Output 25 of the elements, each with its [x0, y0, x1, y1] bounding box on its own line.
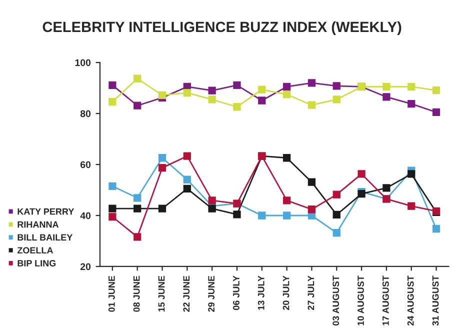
x-tick-label: 06 JULY	[233, 276, 240, 310]
y-tick-label: 80	[80, 110, 91, 118]
x-tick-label: 20 JULY	[282, 276, 290, 310]
y-tick-label: 60	[80, 161, 91, 168]
y-tick-label: 20	[80, 263, 91, 270]
legend-label: BIP LING	[18, 260, 56, 266]
x-tick-label: 24 AUGUST	[407, 276, 414, 326]
x-tick-label: 29 JUNE	[208, 276, 214, 312]
x-tick-label: 17 AUGUST	[382, 276, 389, 326]
x-tick-label: 31 AUGUST	[432, 276, 439, 326]
legend-label: ZOELLA	[17, 247, 54, 254]
x-tick-label: 01 JUNE	[108, 276, 115, 312]
x-tick-label: 27 JULY	[308, 276, 314, 310]
y-tick-label: 40	[80, 212, 91, 220]
x-tick-label: 08 JUNE	[133, 276, 140, 312]
legend-label: BILL BAILEY	[18, 234, 73, 241]
x-tick-label: 22 JUNE	[183, 276, 190, 312]
y-tick-label: 100	[75, 59, 91, 66]
x-tick-label: 10 AUGUST	[358, 276, 364, 326]
chart-title: CELEBRITY INTELLIGENCE BUZZ INDEX (WEEKLY)	[42, 21, 402, 35]
x-tick-label: 03 AUGUST	[332, 276, 340, 326]
legend-label: RIHANNA	[18, 221, 59, 228]
x-tick-label: 15 JUNE	[158, 276, 165, 312]
x-tick-label: 13 JULY	[258, 276, 264, 310]
legend-label: KATY PERRY	[18, 208, 74, 215]
